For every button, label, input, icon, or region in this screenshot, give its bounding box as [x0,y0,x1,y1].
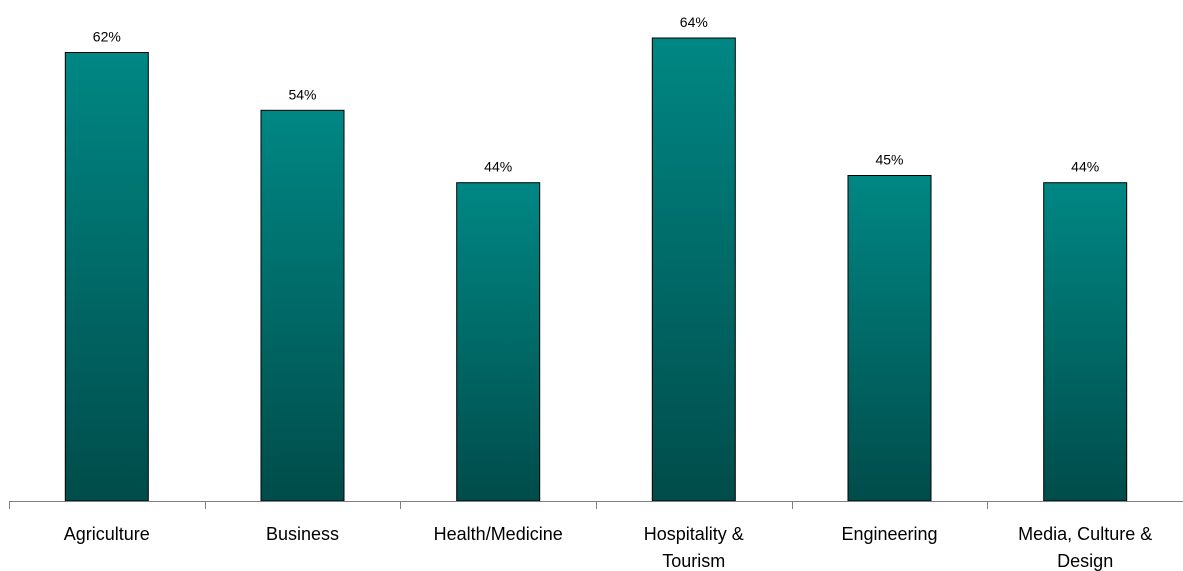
x-tick-label-line: Tourism [662,551,725,571]
bar-3 [456,182,541,502]
category-labels-group: Agriculture Business Health/Medicine Hospit… [64,524,1152,571]
x-tick-label-line: Business [266,524,339,544]
x-tick-label-4: Hospitality & Tourism [644,524,744,571]
bar-1 [64,52,149,502]
value-labels-group: 62% 54% 44% 64% 45% 44% [93,14,1099,175]
x-tick-label-1: Agriculture [64,524,150,544]
data-label-1: 62% [93,29,121,45]
bars-group [64,37,1128,502]
x-tick-label-line: Design [1057,551,1113,571]
x-tick-label-line: Engineering [841,524,937,544]
data-label-3: 44% [484,159,512,175]
bar-6 [1043,182,1128,502]
x-tick-label-line: Agriculture [64,524,150,544]
x-tick-label-line: Health/Medicine [434,524,563,544]
data-label-4: 64% [680,14,708,30]
data-label-2: 54% [288,86,316,102]
data-label-5: 45% [875,152,903,168]
x-tick-label-line: Media, Culture & [1018,524,1152,544]
x-tick-label-6: Media, Culture & Design [1018,524,1152,571]
bar-2 [260,109,345,502]
x-tick-label-5: Engineering [841,524,937,544]
bar-5 [847,175,932,502]
bar-4 [651,37,736,502]
x-tick-label-2: Business [266,524,339,544]
data-label-6: 44% [1071,159,1099,175]
x-axis [9,501,1183,509]
x-tick-label-line: Hospitality & [644,524,744,544]
x-tick-label-3: Health/Medicine [434,524,563,544]
